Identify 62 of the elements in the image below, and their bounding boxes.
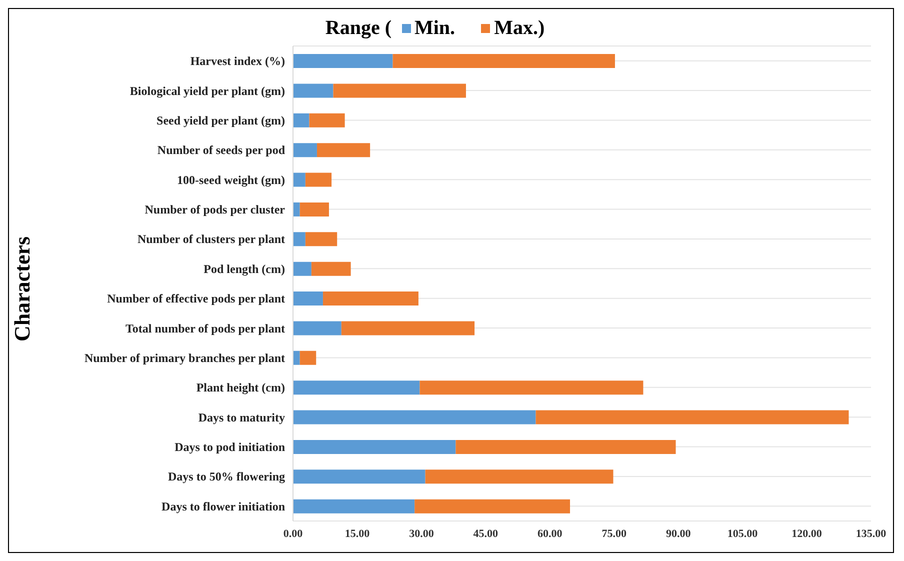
bar — [456, 440, 676, 454]
bar — [414, 499, 570, 514]
bar — [293, 410, 536, 424]
y-tick-label: Number of effective pods per plant — [107, 292, 285, 306]
bar — [293, 470, 426, 484]
x-tick-label: 15.00 — [344, 528, 370, 540]
bar — [293, 440, 456, 454]
bar — [293, 292, 323, 306]
y-tick-label: Biological yield per plant (gm) — [130, 84, 286, 98]
x-tick-label: 45.00 — [473, 528, 499, 540]
y-tick-label: Plant height (cm) — [196, 380, 285, 395]
bar — [420, 380, 644, 395]
bar — [293, 54, 393, 68]
y-tick-label: Days to maturity — [198, 410, 285, 424]
bar — [293, 84, 334, 98]
bar — [305, 172, 332, 187]
bar — [300, 202, 329, 216]
bar — [322, 292, 418, 306]
x-tick-label: 90.00 — [666, 528, 692, 540]
y-tick-label: Number of primary branches per plant — [84, 350, 285, 365]
bar — [333, 84, 466, 98]
y-tick-label: Total number of pods per plant — [126, 321, 285, 336]
bar — [305, 232, 338, 246]
legend-label: Min. — [414, 17, 456, 40]
y-tick-label: Harvest index (%) — [190, 54, 285, 68]
bar — [309, 113, 345, 128]
x-tick-label: 105.00 — [727, 528, 758, 540]
x-tick-label: 135.00 — [856, 528, 887, 540]
y-tick-label: Number of clusters per plant — [137, 232, 285, 246]
y-tick-label: Days to 50% flowering — [168, 470, 285, 484]
bar — [293, 499, 415, 514]
y-tick-label: Pod length (cm) — [204, 262, 285, 276]
x-tick-label: 0.00 — [283, 528, 304, 540]
y-tick-label: Number of pods per cluster — [144, 202, 286, 217]
chart-title: Range ( — [325, 17, 392, 40]
bar — [341, 321, 475, 336]
bar — [293, 232, 306, 246]
bar — [425, 470, 614, 484]
x-tick-label: 30.00 — [409, 528, 434, 540]
y-tick-label: Days to flower initiation — [162, 499, 286, 514]
bar — [293, 262, 312, 276]
bar — [293, 113, 310, 128]
y-axis-title: Characters — [10, 236, 36, 342]
bar — [293, 202, 300, 216]
y-tick-label: Seed yield per plant (gm) — [156, 113, 285, 128]
bar — [392, 54, 615, 68]
bar — [536, 410, 849, 424]
x-tick-label: 60.00 — [538, 528, 563, 540]
y-tick-label: Days to pod initiation — [174, 440, 286, 454]
bar — [293, 172, 306, 187]
legend-label: Max.) — [494, 17, 545, 40]
bar — [293, 143, 317, 158]
y-tick-label: 100-seed weight (gm) — [177, 172, 285, 187]
bar — [293, 321, 342, 336]
bar — [293, 380, 420, 395]
bar — [311, 262, 351, 276]
x-tick-label: 120.00 — [792, 528, 822, 540]
bar — [300, 350, 316, 365]
bar — [316, 143, 370, 158]
bar — [293, 350, 300, 365]
y-tick-label: Number of seeds per pod — [157, 143, 286, 158]
x-tick-label: 75.00 — [602, 528, 627, 540]
